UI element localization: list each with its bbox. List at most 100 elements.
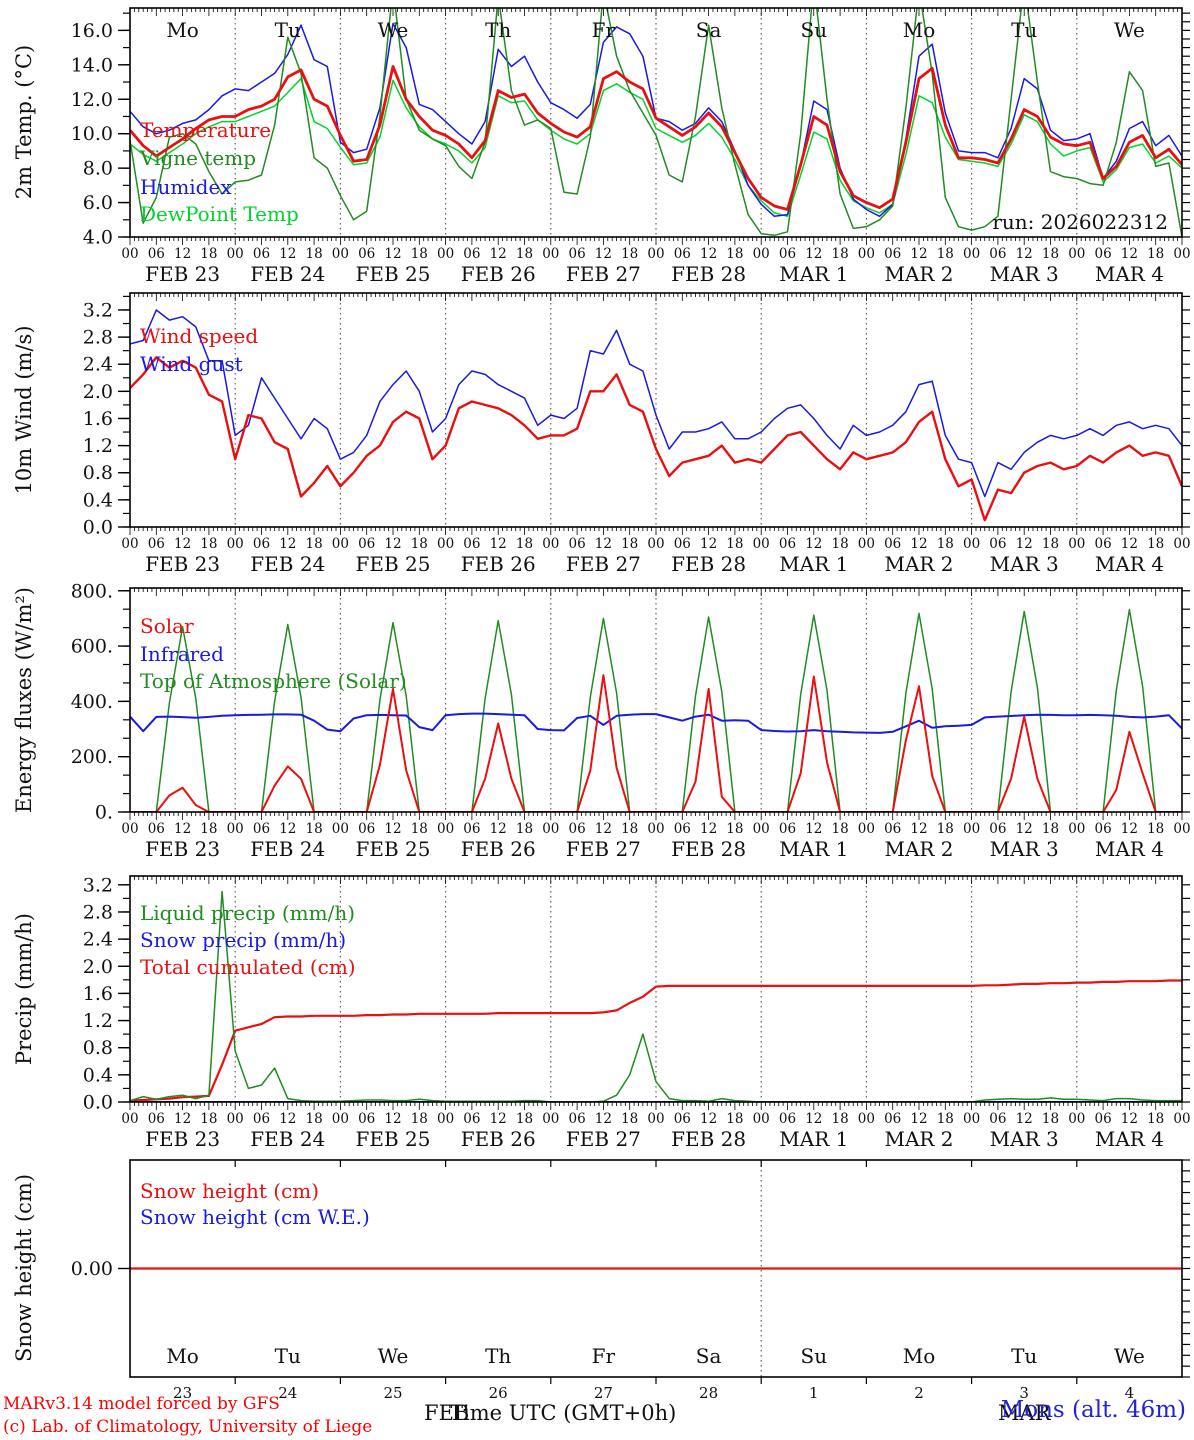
axis-text: 00 xyxy=(753,821,770,837)
axis-text: 12 xyxy=(174,821,191,837)
axis-text: Sa xyxy=(696,18,722,42)
series-line xyxy=(130,77,1182,218)
axis-text: 12 xyxy=(595,246,612,262)
axis-text: 12 xyxy=(174,536,191,552)
axis-text: 18 xyxy=(1042,821,1059,837)
legend-snow-height-we: Snow height (cm W.E.) xyxy=(140,1205,370,1229)
axis-text: 06 xyxy=(989,536,1006,552)
axis-text: 0.0 xyxy=(83,517,113,539)
axis-text: 06 xyxy=(253,246,270,262)
axis-text: 18 xyxy=(516,536,533,552)
axis-text: We xyxy=(1114,1344,1145,1368)
axis-text: 2.4 xyxy=(83,929,113,951)
axis-text: 0.0 xyxy=(83,1092,113,1114)
axis-text: 06 xyxy=(463,821,480,837)
axis-text: 06 xyxy=(779,821,796,837)
axis-text: 00 xyxy=(1068,536,1085,552)
series-group-3 xyxy=(130,890,1182,1102)
axis-text: 06 xyxy=(884,246,901,262)
axis-text: 12 xyxy=(595,536,612,552)
axis-text: 12 xyxy=(1121,821,1138,837)
axis-text: MAR 4 xyxy=(1095,552,1164,576)
axis-text: Th xyxy=(485,1344,511,1368)
axis-text: FEB 25 xyxy=(356,837,431,861)
axis-text: 12 xyxy=(805,536,822,552)
axis-text: 12 xyxy=(1121,246,1138,262)
axis-text: 18 xyxy=(411,536,428,552)
axis-text: 12 xyxy=(805,246,822,262)
axis-text: FEB 28 xyxy=(671,837,746,861)
series-line xyxy=(130,608,1182,812)
axis-text: 00 xyxy=(963,821,980,837)
series-line xyxy=(130,309,1182,498)
axis-text: 4 xyxy=(1125,1384,1135,1402)
axis-text: 28 xyxy=(699,1384,718,1402)
axis-text: 18 xyxy=(937,246,954,262)
axis-text: 00 xyxy=(227,536,244,552)
axis-text: 00 xyxy=(753,1111,770,1127)
axis-text: 00 xyxy=(858,246,875,262)
axis-text: 00 xyxy=(332,536,349,552)
axis-text: FEB 24 xyxy=(250,1127,325,1151)
axis-text: MAR 1 xyxy=(779,262,848,286)
axis-text: 12 xyxy=(490,536,507,552)
axis-text: 0.4 xyxy=(83,1064,113,1086)
axis-text: 06 xyxy=(674,536,691,552)
axis-text: 06 xyxy=(569,246,586,262)
axis-text: 12 xyxy=(700,1111,717,1127)
axis-text: 18 xyxy=(200,536,217,552)
axis-text: 00 xyxy=(858,1111,875,1127)
axis-text: MAR 2 xyxy=(884,262,953,286)
axis-text: 18 xyxy=(200,246,217,262)
legend-wind-speed: Wind speed xyxy=(140,324,259,348)
axis-text: 00 xyxy=(647,246,664,262)
axis-text: 06 xyxy=(674,821,691,837)
axis-text: 06 xyxy=(779,536,796,552)
axis-text: 1.6 xyxy=(83,983,113,1005)
axis-text: FEB 23 xyxy=(145,552,220,576)
axis-text: MAR 2 xyxy=(884,837,953,861)
axis-text: 06 xyxy=(253,821,270,837)
axis-text: 6.0 xyxy=(83,192,113,214)
axis-text: FEB 28 xyxy=(671,552,746,576)
axis-text: 06 xyxy=(148,1111,165,1127)
legend-snow-precip: Snow precip (mm/h) xyxy=(140,928,347,952)
axis-text: 12 xyxy=(910,246,927,262)
axis-text: 18 xyxy=(1042,1111,1059,1127)
axis-text: 12 xyxy=(1016,821,1033,837)
axis-text: Fr xyxy=(592,1344,616,1368)
legend-dewpoint-temp: DewPoint Temp xyxy=(140,202,299,226)
axis-text: 18 xyxy=(516,1111,533,1127)
axis-text: 18 xyxy=(1147,821,1164,837)
legend-snow-height: Snow height (cm) xyxy=(140,1179,320,1203)
series-line xyxy=(130,22,1182,218)
axis-text: 12 xyxy=(910,1111,927,1127)
axis-text: We xyxy=(378,1344,409,1368)
axis-text: 06 xyxy=(674,246,691,262)
axis-text: 18 xyxy=(411,821,428,837)
axis-text: 06 xyxy=(884,536,901,552)
axis-text: 00 xyxy=(542,821,559,837)
axis-text: 18 xyxy=(832,821,849,837)
axis-text: 18 xyxy=(306,1111,323,1127)
axis-text: 00 xyxy=(858,821,875,837)
axis-text: 18 xyxy=(516,821,533,837)
axis-text: 4.0 xyxy=(83,227,113,249)
axis-text: 12.0 xyxy=(71,89,113,111)
axis-text: MAR 1 xyxy=(779,552,848,576)
axis-text: 00 xyxy=(963,246,980,262)
y-axis-title-precip: Precip (mm/h) xyxy=(12,912,36,1066)
axis-text: FEB 27 xyxy=(566,837,641,861)
axis-text: 06 xyxy=(569,1111,586,1127)
series-line xyxy=(130,8,1182,237)
axis-text: 00 xyxy=(542,246,559,262)
axis-text: 23 xyxy=(173,1384,192,1402)
axis-text: 06 xyxy=(358,536,375,552)
axis-text: 12 xyxy=(805,821,822,837)
axis-text: 12 xyxy=(910,821,927,837)
legend-temperature: Temperature xyxy=(140,118,272,142)
axis-text: 06 xyxy=(148,246,165,262)
axis-text: 06 xyxy=(779,1111,796,1127)
axis-text: FEB 25 xyxy=(356,262,431,286)
axis-text: Th xyxy=(485,18,511,42)
